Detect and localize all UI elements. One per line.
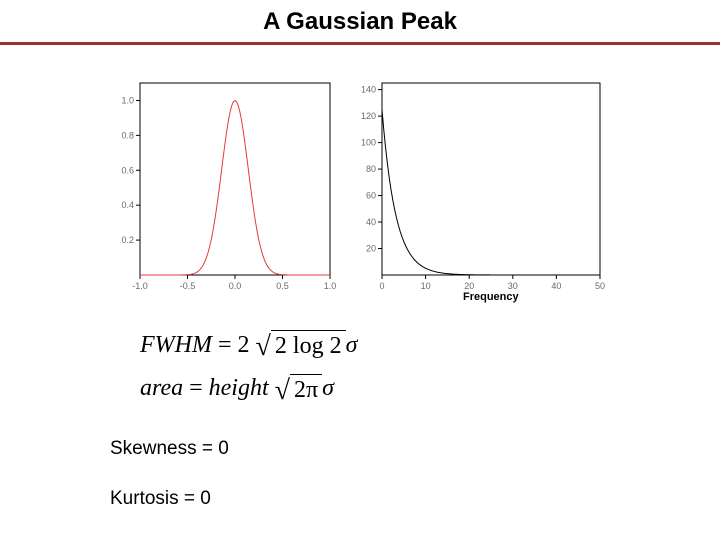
gaussian-chart: -1.0 -0.5 0.0 0.5 1.0 0.2 0.4 0.6 0.8 1.0 [100, 75, 340, 300]
frequency-axis-label: Frequency [463, 291, 519, 303]
decay-svg: 0 10 20 30 40 50 20 40 60 80 100 120 140 [350, 75, 610, 295]
svg-text:0.4: 0.4 [121, 200, 134, 210]
sqrt-icon: √ [256, 333, 271, 361]
svg-text:140: 140 [361, 85, 376, 95]
page-title: A Gaussian Peak [0, 8, 720, 36]
svg-text:50: 50 [595, 281, 605, 291]
svg-text:20: 20 [464, 281, 474, 291]
sqrt-icon-2: √ [275, 377, 290, 405]
svg-text:0.2: 0.2 [121, 235, 134, 245]
svg-text:30: 30 [508, 281, 518, 291]
fwhm-lhs: FWHM [140, 332, 212, 358]
svg-text:1.0: 1.0 [324, 281, 337, 291]
sigma-1: σ [346, 332, 358, 358]
svg-text:10: 10 [421, 281, 431, 291]
eq-sign-2: = [189, 375, 203, 401]
sqrt-area: √ 2π [275, 374, 323, 406]
formula-block: FWHM = 2 √ 2 log 2 σ area = height √ 2π … [140, 324, 720, 410]
svg-text:40: 40 [366, 217, 376, 227]
svg-text:120: 120 [361, 111, 376, 121]
svg-text:40: 40 [551, 281, 561, 291]
area-formula: area = height √ 2π σ [140, 367, 720, 410]
svg-text:60: 60 [366, 191, 376, 201]
charts-row: -1.0 -0.5 0.0 0.5 1.0 0.2 0.4 0.6 0.8 1.0 0 10 20 30… [100, 75, 720, 300]
divider [0, 42, 720, 45]
sqrt-area-arg: 2π [290, 374, 322, 406]
gaussian-svg: -1.0 -0.5 0.0 0.5 1.0 0.2 0.4 0.6 0.8 1.0 [100, 75, 340, 295]
sigma-2: σ [322, 375, 334, 401]
svg-text:0.6: 0.6 [121, 165, 134, 175]
svg-text:1.0: 1.0 [121, 95, 134, 105]
stats-block: Skewness = 0 Kurtosis = 0 [110, 438, 720, 510]
svg-text:-1.0: -1.0 [132, 281, 148, 291]
eq-sign: = [218, 332, 232, 358]
decay-chart: 0 10 20 30 40 50 20 40 60 80 100 120 140 Frequency [350, 75, 610, 300]
svg-text:80: 80 [366, 164, 376, 174]
skewness-row: Skewness = 0 [110, 438, 720, 460]
height-word: height [209, 375, 269, 401]
svg-text:0: 0 [379, 281, 384, 291]
sqrt-fwhm-arg: 2 log 2 [271, 330, 346, 362]
svg-text:0.5: 0.5 [276, 281, 289, 291]
area-lhs: area [140, 375, 183, 401]
svg-text:0.8: 0.8 [121, 130, 134, 140]
svg-text:0.0: 0.0 [229, 281, 242, 291]
svg-text:-0.5: -0.5 [180, 281, 196, 291]
kurtosis-row: Kurtosis = 0 [110, 488, 720, 510]
svg-text:100: 100 [361, 138, 376, 148]
fwhm-formula: FWHM = 2 √ 2 log 2 σ [140, 324, 720, 367]
svg-text:20: 20 [366, 244, 376, 254]
coeff-2: 2 [238, 332, 250, 358]
sqrt-fwhm: √ 2 log 2 [256, 330, 346, 362]
